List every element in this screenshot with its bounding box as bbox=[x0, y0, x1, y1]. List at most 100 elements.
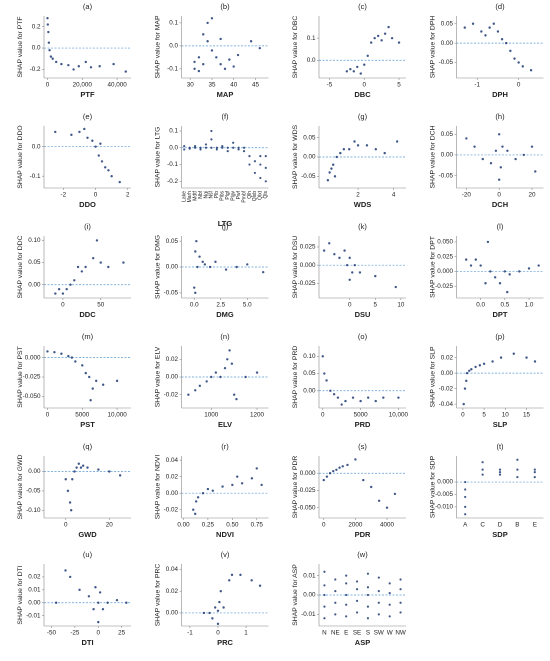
point bbox=[323, 605, 326, 608]
x-tick-label: 0.25 bbox=[202, 522, 215, 529]
y-tick-label: -0.025 bbox=[23, 374, 41, 381]
panel-title: (f) bbox=[221, 112, 229, 121]
point bbox=[101, 608, 105, 611]
point bbox=[46, 16, 49, 20]
x-tick-label: 0 bbox=[46, 412, 50, 419]
point bbox=[97, 468, 100, 471]
point bbox=[334, 590, 337, 593]
point bbox=[491, 360, 494, 363]
point bbox=[469, 264, 473, 267]
point bbox=[335, 468, 338, 471]
point bbox=[498, 473, 502, 476]
point bbox=[97, 154, 100, 157]
point bbox=[68, 575, 72, 579]
point bbox=[86, 466, 89, 469]
point bbox=[57, 287, 61, 291]
x-tick-label: 0 bbox=[46, 82, 50, 89]
panel-title: (w) bbox=[357, 550, 368, 559]
point bbox=[235, 397, 238, 401]
point bbox=[373, 36, 376, 40]
point bbox=[497, 133, 501, 136]
point bbox=[345, 70, 349, 73]
point bbox=[260, 483, 263, 487]
point bbox=[517, 61, 520, 64]
x-tick-label: 1000 bbox=[204, 412, 219, 419]
x-tick-label: 25 bbox=[118, 630, 126, 637]
point bbox=[340, 403, 343, 406]
point bbox=[69, 283, 72, 286]
point bbox=[70, 133, 73, 137]
point bbox=[323, 584, 326, 587]
point bbox=[463, 387, 467, 390]
point bbox=[383, 32, 387, 35]
x-axis-label: PST bbox=[80, 420, 95, 429]
point bbox=[214, 260, 217, 264]
x-tick-label: 2.5 bbox=[216, 302, 225, 309]
y-tick-label: 0.02 bbox=[166, 356, 179, 363]
point bbox=[259, 176, 262, 180]
y-tick-label: -0.02 bbox=[164, 506, 179, 513]
point bbox=[393, 492, 397, 496]
point bbox=[533, 471, 536, 474]
point bbox=[261, 270, 265, 274]
point bbox=[49, 55, 53, 58]
x-axis-label: PRD bbox=[355, 420, 371, 429]
point bbox=[211, 617, 214, 620]
point bbox=[383, 151, 386, 155]
x-axis-label: PDR bbox=[355, 530, 371, 539]
point bbox=[78, 130, 81, 134]
point bbox=[506, 149, 509, 152]
x-tick-label: Nsf bbox=[209, 190, 215, 198]
y-axis-label: SHAP value for WDS bbox=[292, 124, 299, 189]
panel-title: (a) bbox=[83, 2, 93, 11]
point bbox=[72, 68, 75, 71]
point bbox=[348, 256, 351, 260]
y-tick-label: -0.02 bbox=[439, 385, 454, 392]
point bbox=[533, 475, 536, 479]
point bbox=[351, 271, 354, 274]
point bbox=[482, 362, 486, 366]
x-tick-label: Mdtf bbox=[192, 190, 198, 200]
point bbox=[529, 69, 533, 72]
point bbox=[323, 593, 326, 597]
point bbox=[221, 146, 224, 149]
point bbox=[203, 263, 207, 266]
point bbox=[101, 383, 105, 386]
panel-title: (p) bbox=[495, 332, 505, 341]
y-tick-label: 0.00 bbox=[441, 152, 454, 159]
point bbox=[346, 463, 349, 467]
point bbox=[118, 474, 122, 477]
point bbox=[210, 17, 214, 20]
point bbox=[385, 506, 389, 509]
y-tick-label: 0.0 bbox=[32, 45, 41, 52]
y-tick-label: -0.2 bbox=[167, 178, 178, 185]
y-tick-label: 0.02 bbox=[166, 588, 179, 595]
point bbox=[501, 145, 504, 148]
y-tick-label: 0.00 bbox=[441, 370, 454, 377]
point bbox=[210, 146, 213, 149]
point bbox=[236, 53, 240, 57]
y-tick-label: 0.000 bbox=[300, 470, 316, 477]
point bbox=[484, 282, 487, 285]
x-tick-label: 0.5 bbox=[500, 302, 509, 309]
x-tick-label: Plgf bbox=[225, 190, 231, 199]
point bbox=[228, 58, 231, 61]
point bbox=[512, 352, 515, 355]
point bbox=[264, 180, 267, 183]
point bbox=[465, 371, 469, 375]
x-axis-label: DDC bbox=[79, 310, 96, 319]
y-axis-label: SHAP value for DPT bbox=[429, 236, 436, 298]
point bbox=[533, 360, 537, 363]
point bbox=[335, 155, 338, 159]
y-tick-label: 0.00 bbox=[166, 264, 179, 271]
point bbox=[399, 588, 402, 591]
point bbox=[359, 72, 362, 75]
point bbox=[388, 591, 391, 595]
point bbox=[248, 163, 251, 166]
x-tick-label: Plgv bbox=[230, 191, 236, 201]
point bbox=[355, 580, 359, 583]
point bbox=[86, 136, 89, 140]
y-tick-label: 0.1 bbox=[169, 128, 178, 135]
point bbox=[188, 147, 191, 150]
x-axis-label: DCH bbox=[492, 200, 508, 209]
